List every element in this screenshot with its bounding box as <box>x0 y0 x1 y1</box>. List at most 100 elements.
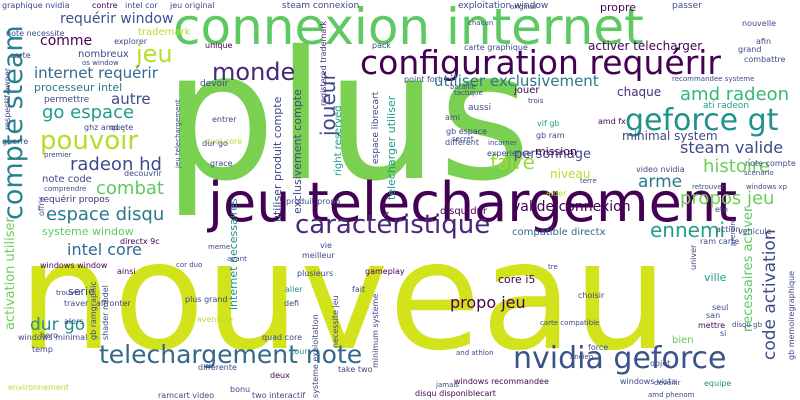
word: differente <box>198 363 237 372</box>
word: vie <box>320 241 332 250</box>
word: carte <box>10 51 31 60</box>
word: compatible directx <box>512 227 606 238</box>
word: autre <box>111 90 151 108</box>
word: pack <box>372 41 392 50</box>
word: exclusivement compte <box>291 89 304 214</box>
word: devenir <box>654 379 681 387</box>
word: personnage <box>514 147 592 162</box>
word: gb espace <box>446 127 488 136</box>
word: gb memoiregraphique <box>787 270 796 360</box>
word: terre <box>580 177 597 185</box>
word: disqu dur <box>440 206 487 217</box>
word: nvidia geforce <box>513 341 727 376</box>
word: dur go <box>30 315 86 335</box>
word: propos jeu <box>680 188 775 209</box>
word: plus grand <box>185 295 228 304</box>
word: affronter <box>96 299 131 308</box>
word: ramcart video <box>158 391 215 400</box>
word: nouveau <box>18 210 668 384</box>
word: jeu <box>136 40 173 68</box>
word: internet requérir <box>34 64 158 82</box>
word: two interactif <box>252 391 306 400</box>
word: grand <box>738 45 762 54</box>
word: quete <box>110 123 134 132</box>
word: vehicule <box>738 227 772 236</box>
word: and athlon <box>456 349 494 357</box>
word: objet <box>650 359 671 368</box>
word: propo jeu <box>450 293 526 312</box>
word: quad core <box>262 333 302 342</box>
word: systeme window <box>42 225 134 238</box>
word: arme <box>638 172 683 192</box>
word: dual core <box>205 137 243 146</box>
word: aventure <box>197 315 233 324</box>
word: propre <box>600 1 637 14</box>
word: offrir <box>37 196 46 216</box>
word: explorer <box>114 37 148 46</box>
word: jouer <box>514 85 540 96</box>
word: steam connexion <box>282 1 360 11</box>
word: recommandee systeme <box>672 75 755 83</box>
word: amd phenom <box>648 391 695 399</box>
word: gb ramgraphic <box>89 281 98 340</box>
word: entrer <box>212 115 237 124</box>
word: take two <box>338 365 373 374</box>
word: ete <box>715 205 728 214</box>
word: ancien <box>570 353 594 361</box>
word: minimum systeme <box>371 293 380 368</box>
word: monde <box>212 58 296 86</box>
word: note code <box>42 174 92 185</box>
word: ainsi <box>117 267 136 276</box>
word: alors <box>64 317 84 326</box>
word: action <box>716 225 741 234</box>
word: experience <box>487 149 532 158</box>
word: note compte <box>745 159 796 168</box>
word: faire <box>490 150 535 174</box>
word: gameplay <box>365 267 405 276</box>
word: directx 9c <box>120 237 160 246</box>
word: plus <box>163 13 531 220</box>
word: produit propo <box>286 197 341 206</box>
word: cor duo <box>176 261 203 269</box>
word: mettre <box>698 321 726 330</box>
word: jeu telechargement <box>174 99 182 168</box>
word: go espace <box>42 102 135 123</box>
word: os window <box>82 59 119 67</box>
word: retrouver <box>692 183 725 191</box>
word: configuration requérir <box>360 43 722 82</box>
word: respectif owner <box>3 67 12 130</box>
word: windows window <box>40 261 108 270</box>
word: code activation <box>760 229 780 360</box>
word: combat <box>96 178 164 199</box>
word: note necessite <box>6 29 65 38</box>
word: meme <box>208 243 231 251</box>
word: pouvoir <box>40 126 139 156</box>
word: combattre <box>744 55 786 64</box>
word: connexion internet <box>173 0 644 56</box>
word: guerre <box>2 137 29 146</box>
word: secret <box>452 135 474 143</box>
word: plusieurs <box>297 269 334 278</box>
word: prendre <box>729 218 737 246</box>
word: gb ram <box>536 131 565 140</box>
word: ami <box>445 113 460 122</box>
word: windows vista <box>620 377 677 386</box>
word: san <box>706 311 721 320</box>
word: video nvidia <box>636 165 685 174</box>
word: bien <box>672 335 694 346</box>
word: seul <box>712 303 729 312</box>
word: caractéristique <box>295 210 491 240</box>
word: intel core <box>67 240 142 259</box>
word: jeu telechargement <box>208 171 738 234</box>
word: requérir propos <box>40 195 110 205</box>
word: telechargement note <box>99 340 363 369</box>
word: hero <box>40 331 58 340</box>
word: dur go <box>202 139 228 148</box>
word: passer <box>672 1 702 11</box>
word: right reserved <box>333 105 344 176</box>
word: fait <box>352 285 366 294</box>
word: original <box>510 3 537 11</box>
word: telecharger utiliser <box>385 95 398 200</box>
word: premier <box>44 151 72 159</box>
word: jeu original <box>170 1 215 10</box>
